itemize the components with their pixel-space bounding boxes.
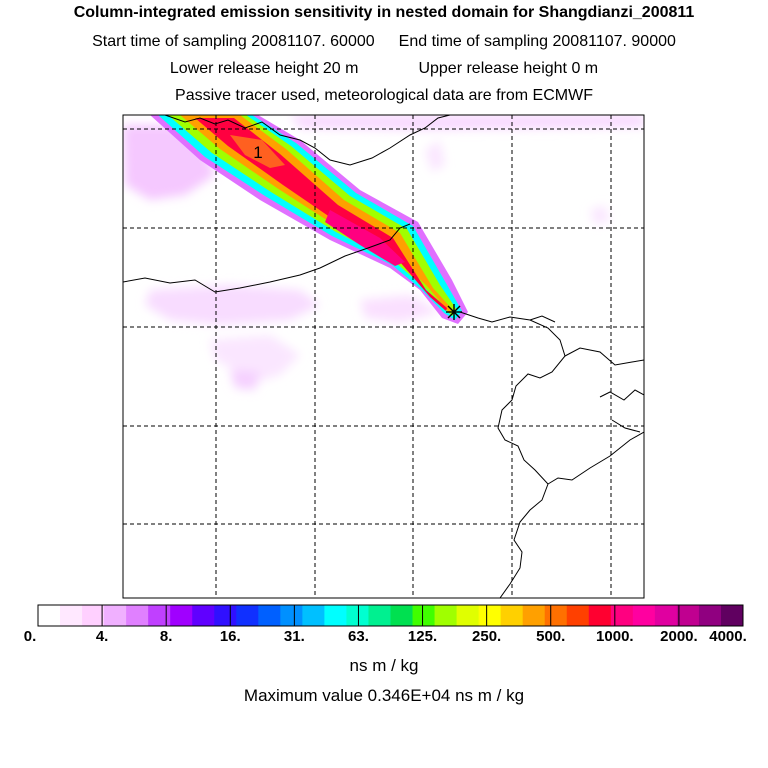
colorbar-cell (544, 605, 568, 626)
colorbar-cell (720, 605, 744, 626)
start-time-label: Start time of sampling 20081107. 60000 (92, 33, 375, 50)
colorbar-cells (38, 605, 744, 626)
colorbar-cell (192, 605, 215, 626)
colorbar-cell (214, 605, 237, 626)
colorbar-cell (148, 605, 171, 626)
colorbar-cell (412, 605, 436, 626)
lower-height-label: Lower release height 20 m (169, 60, 359, 77)
colorbar-cell (522, 605, 546, 626)
release-height-line: Lower release height 20 m Upper release h… (0, 60, 768, 78)
colorbar-cell (38, 605, 61, 626)
colorbar-cell (588, 605, 612, 626)
colorbar-cell (500, 605, 524, 626)
end-time-label: End time of sampling 20081107. 90000 (398, 33, 676, 50)
map-title: Column-integrated emission sensitivity i… (73, 4, 695, 21)
colorbar-tick-label: 31. (283, 628, 305, 645)
contour-label: 1 (253, 143, 262, 162)
colorbar-tick-label: 0. (23, 628, 37, 645)
colorbar-tick-label: 125. (407, 628, 438, 645)
colorbar-cell (698, 605, 722, 626)
colorbar-cell (236, 605, 259, 626)
colorbar-cell (456, 605, 480, 626)
map-background (123, 115, 644, 598)
map-grid (123, 115, 644, 598)
colorbar-tick-label: 16. (219, 628, 241, 645)
colorbar-cell (566, 605, 590, 626)
colorbar-cell (104, 605, 127, 626)
colorbar-cell (610, 605, 634, 626)
colorbar-tick-label: 2000. (660, 628, 698, 645)
colorbar-cell (632, 605, 656, 626)
colorbar-cell (302, 605, 325, 626)
colorbar-tick-label: 250. (472, 628, 502, 645)
colorbar-cell (170, 605, 193, 626)
colorbar-cell (258, 605, 281, 626)
colorbar-tick-label: 63. (348, 628, 369, 645)
colorbar-cell (324, 605, 347, 626)
receptor-star-icon (446, 304, 462, 320)
sampling-time-line: Start time of sampling 20081107. 60000 En… (0, 33, 768, 51)
maximum-value-label: Maximum value 0.346E+04 ns m / kg (243, 686, 525, 705)
colorbar-cell (346, 605, 369, 626)
colorbar-tick-label: 4. (95, 628, 109, 645)
colorbar-tick-label: 4000. (709, 628, 747, 645)
colorbar-tick-label: 500. (536, 628, 566, 645)
colorbar-cell (390, 605, 414, 626)
colorbar-tick-label: 8. (159, 628, 173, 645)
tracer-info-line: Passive tracer used, meteorological data… (175, 87, 593, 104)
colorbar-cell (654, 605, 678, 626)
upper-height-label: Upper release height 0 m (418, 60, 599, 77)
colorbar-cell (126, 605, 149, 626)
map-frame (122, 114, 645, 599)
coastlines (123, 115, 644, 598)
plume (150, 115, 468, 324)
colorbar-cell (676, 605, 700, 626)
colorbar-cell (478, 605, 502, 626)
colorbar-cell (280, 605, 303, 626)
colorbar-tick-label: 1000. (596, 628, 634, 645)
colorbar-cell (60, 605, 83, 626)
colorbar-units: ns m / kg (349, 656, 419, 675)
colorbar-cell (368, 605, 391, 626)
colorbar-cell (434, 605, 458, 626)
colorbar-frame (37, 604, 744, 627)
colorbar-cell (82, 605, 105, 626)
